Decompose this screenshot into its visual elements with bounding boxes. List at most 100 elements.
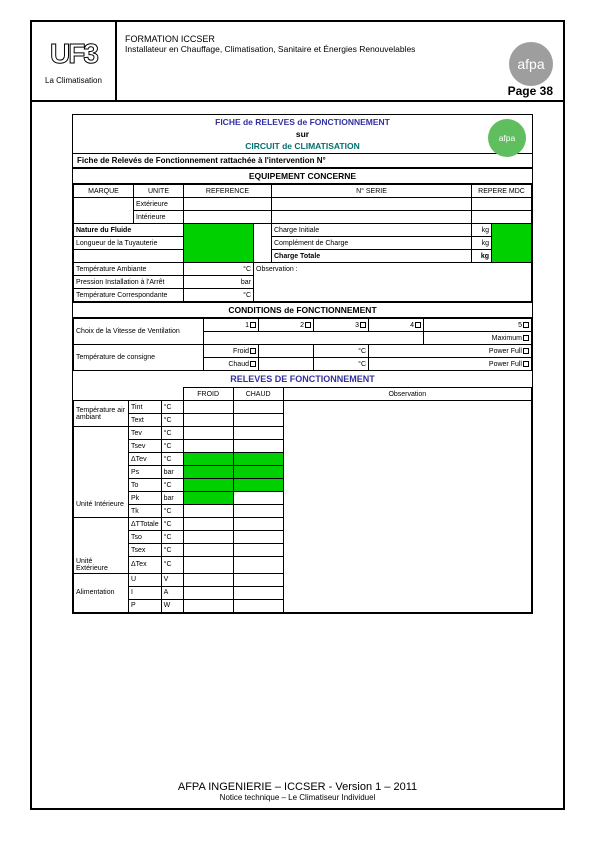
dttot: ΔTTotale: [129, 518, 162, 531]
unit: °C: [161, 440, 183, 453]
blank: [74, 518, 129, 557]
cell: [74, 388, 184, 401]
green-cell[interactable]: [184, 250, 254, 263]
cell[interactable]: [233, 586, 283, 599]
ps: Ps: [129, 466, 162, 479]
unit: °C: [161, 427, 183, 440]
i: I: [129, 586, 162, 599]
cell[interactable]: [254, 224, 272, 237]
cell[interactable]: [74, 211, 134, 224]
cell[interactable]: [183, 518, 233, 531]
footer: AFPA INGENIERIE – ICCSER - Version 1 – 2…: [32, 781, 563, 802]
green-cell[interactable]: [184, 237, 254, 250]
cell[interactable]: [183, 544, 233, 557]
cell[interactable]: [233, 440, 283, 453]
to: To: [129, 479, 162, 492]
cell[interactable]: [254, 276, 532, 289]
v2[interactable]: 2: [259, 319, 314, 332]
header: UF3 La Climatisation FORMATION ICCSER In…: [32, 22, 563, 102]
green-cell[interactable]: [184, 224, 254, 237]
v5[interactable]: 5: [424, 319, 532, 332]
formation-desc: Installateur en Chauffage, Climatisation…: [125, 44, 557, 54]
green-cell[interactable]: [183, 479, 233, 492]
cell[interactable]: [183, 531, 233, 544]
green-cell[interactable]: [492, 237, 532, 250]
v4[interactable]: 4: [369, 319, 424, 332]
title-block: FICHE de RELEVES de FONCTIONNEMENT sur C…: [73, 115, 532, 154]
footer-main: AFPA INGENIERIE – ICCSER - Version 1 – 2…: [32, 781, 563, 793]
complement: Complément de Charge: [272, 237, 472, 250]
cell[interactable]: [254, 289, 532, 302]
cell[interactable]: [184, 198, 272, 211]
unit-c: °C: [314, 345, 369, 358]
cell[interactable]: [233, 492, 283, 505]
cell[interactable]: [183, 573, 233, 586]
unit: °C: [161, 557, 183, 574]
unit: °C: [161, 531, 183, 544]
th-chaud: CHAUD: [233, 388, 283, 401]
green-cell[interactable]: [492, 224, 532, 237]
pression: Pression Installation à l'Arrêt: [74, 276, 184, 289]
cell[interactable]: [233, 401, 283, 414]
cell[interactable]: [233, 557, 283, 574]
cell[interactable]: [233, 505, 283, 518]
cell[interactable]: [233, 518, 283, 531]
green-cell[interactable]: [183, 492, 233, 505]
cell[interactable]: [233, 414, 283, 427]
cell-ext: Extérieure: [134, 198, 184, 211]
cell[interactable]: [233, 531, 283, 544]
cell[interactable]: [472, 198, 532, 211]
cell[interactable]: [183, 599, 233, 612]
cell[interactable]: [233, 544, 283, 557]
cell[interactable]: [233, 573, 283, 586]
unit-c: °C: [184, 289, 254, 302]
cell[interactable]: [254, 237, 272, 250]
v3[interactable]: 3: [314, 319, 369, 332]
cell[interactable]: [183, 401, 233, 414]
formation-label: FORMATION ICCSER: [125, 34, 557, 44]
page-number: Page 38: [508, 84, 553, 98]
cell[interactable]: [259, 345, 314, 358]
cell[interactable]: [272, 198, 472, 211]
tev: Tev: [129, 427, 162, 440]
tso: Tso: [129, 531, 162, 544]
cell[interactable]: [184, 211, 272, 224]
green-cell[interactable]: [233, 466, 283, 479]
chaud[interactable]: Chaud: [204, 358, 259, 371]
v1[interactable]: 1: [204, 319, 259, 332]
cell[interactable]: [272, 211, 472, 224]
cell[interactable]: [183, 557, 233, 574]
powerfull[interactable]: Power Full: [369, 345, 532, 358]
cell[interactable]: [183, 427, 233, 440]
longueur: Longueur de la Tuyauterie: [74, 237, 184, 250]
green-cell[interactable]: [492, 250, 532, 263]
cell[interactable]: [472, 211, 532, 224]
cell[interactable]: [74, 198, 134, 211]
vitesse: Choix de la Vitesse de Ventilation: [74, 319, 204, 345]
green-cell[interactable]: [233, 453, 283, 466]
green-cell[interactable]: [183, 453, 233, 466]
cell[interactable]: [183, 414, 233, 427]
title-line1: FICHE de RELEVES de FONCTIONNEMENT: [73, 115, 532, 129]
cell[interactable]: [233, 427, 283, 440]
maximum[interactable]: Maximum: [424, 332, 532, 345]
tk: Tk: [129, 505, 162, 518]
cell[interactable]: [254, 250, 272, 263]
green-cell[interactable]: [183, 466, 233, 479]
unit-c: °C: [314, 358, 369, 371]
tsex: Tsex: [129, 544, 162, 557]
froid[interactable]: Froid: [204, 345, 259, 358]
cell[interactable]: [233, 599, 283, 612]
cell[interactable]: [259, 358, 314, 371]
th-froid: FROID: [183, 388, 233, 401]
powerfull2[interactable]: Power Full: [369, 358, 532, 371]
cell[interactable]: [183, 505, 233, 518]
cond-table: Choix de la Vitesse de Ventilation 1 2 3…: [73, 318, 532, 371]
consigne: Température de consigne: [74, 345, 204, 371]
cell[interactable]: [183, 586, 233, 599]
unit: °C: [161, 414, 183, 427]
cell[interactable]: [183, 440, 233, 453]
th-obs: Observation: [283, 388, 531, 401]
green-cell[interactable]: [233, 479, 283, 492]
obs-cell[interactable]: [283, 401, 531, 613]
